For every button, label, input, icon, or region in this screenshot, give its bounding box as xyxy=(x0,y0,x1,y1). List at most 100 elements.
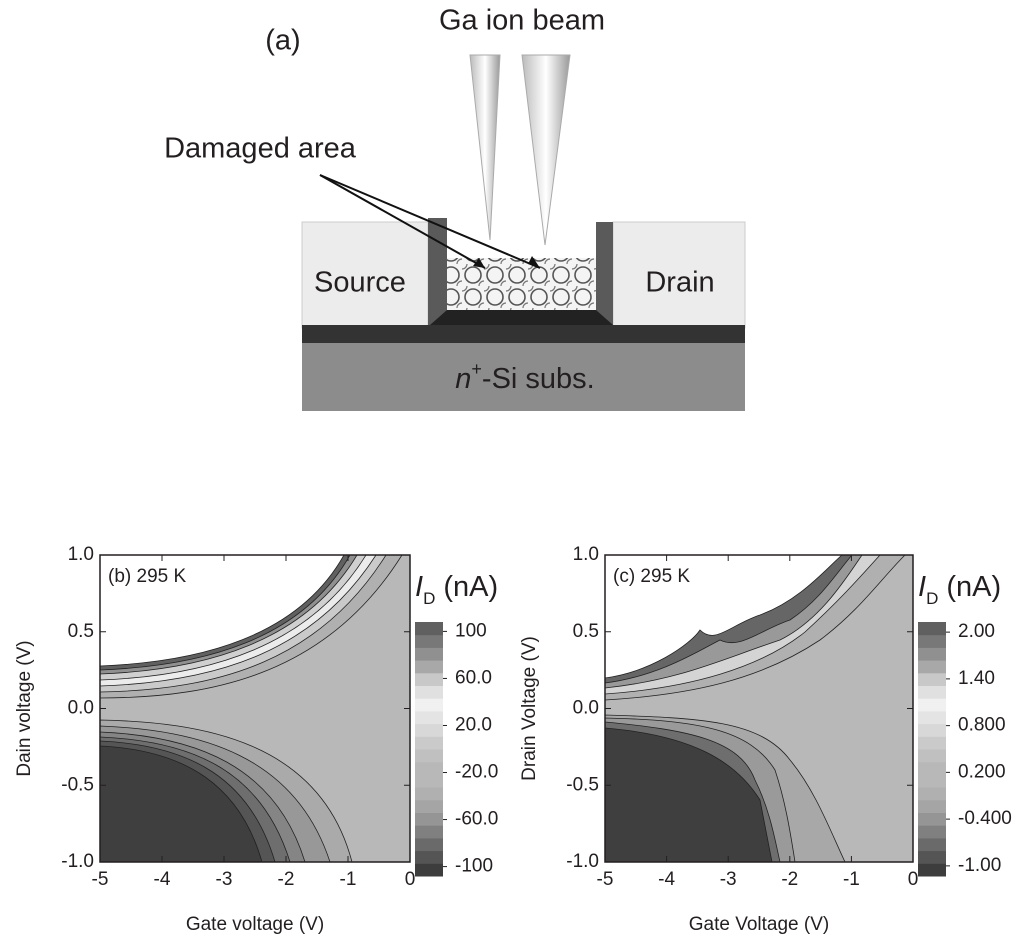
colorbar-band xyxy=(918,787,946,801)
colorbar-band xyxy=(415,837,443,852)
colorbar-tick-label: 1.40 xyxy=(958,668,995,689)
colorbar-band xyxy=(415,787,443,801)
colorbar-band xyxy=(918,634,946,648)
colorbar-band xyxy=(918,736,946,750)
colorbar-band xyxy=(415,850,443,864)
colorbar-symbol: I xyxy=(918,571,926,603)
colorbar-title: ID (nA) xyxy=(415,571,498,609)
x-tick-label: -5 xyxy=(92,869,109,890)
colorbar-tick-label: 0.200 xyxy=(958,761,1006,782)
beam-label: Ga ion beam xyxy=(439,5,605,37)
colorbar-band xyxy=(918,749,946,763)
y-axis-label: Drain Voltage (V) xyxy=(519,636,540,781)
x-axis-label: Gate voltage (V) xyxy=(186,914,324,935)
x-tick-label: -4 xyxy=(154,869,171,890)
colorbar-band xyxy=(415,825,443,839)
panel-label: (a) xyxy=(265,25,300,57)
x-axis-label: Gate Voltage (V) xyxy=(689,914,829,935)
x-tick-label: -1 xyxy=(843,869,860,890)
x-tick-label: -5 xyxy=(597,869,614,890)
colorbar-band xyxy=(415,774,443,788)
colorbar-tick-label: -1.00 xyxy=(958,855,1001,876)
colorbar-band xyxy=(918,837,946,852)
colorbar-band xyxy=(918,850,946,864)
colorbar-band xyxy=(918,723,946,737)
colorbar-tick-label: 60.0 xyxy=(455,667,492,688)
colorbar-band xyxy=(918,672,946,686)
x-tick-label: -4 xyxy=(658,869,675,890)
x-tick-label: -2 xyxy=(278,869,295,890)
colorbar-tick-label: 20.0 xyxy=(455,714,492,735)
colorbar-band xyxy=(918,825,946,839)
colorbar-unit: (nA) xyxy=(443,571,498,603)
colorbar-band xyxy=(918,863,946,877)
colorbar-band xyxy=(415,799,443,813)
y-axis-label: Dain voltage (V) xyxy=(14,640,35,776)
colorbar-band xyxy=(918,685,946,699)
colorbar-band xyxy=(415,723,443,737)
contour-fill xyxy=(605,555,913,862)
x-tick-label: -3 xyxy=(720,869,737,890)
y-tick-label: -0.5 xyxy=(61,774,94,795)
panel-label: (b) 295 K xyxy=(108,566,186,587)
colorbar-band xyxy=(415,812,443,826)
colorbar-unit: (nA) xyxy=(946,571,1001,603)
panel-label: (c) 295 K xyxy=(613,566,690,587)
colorbar-tick-label: -20.0 xyxy=(455,762,498,783)
colorbar-band xyxy=(918,698,946,712)
substrate-label: n+-Si subs. xyxy=(455,359,594,395)
x-tick-label: -3 xyxy=(216,869,233,890)
colorbar-title: ID (nA) xyxy=(918,571,1001,609)
y-tick-label: -1.0 xyxy=(61,851,94,872)
y-tick-label: 1.0 xyxy=(573,544,599,565)
drain-label: Drain xyxy=(645,267,714,299)
colorbar-tick-label: -60.0 xyxy=(455,809,498,830)
substrate-superscript: + xyxy=(471,359,482,379)
colorbar-band xyxy=(918,812,946,826)
colorbar-tick-label: 2.00 xyxy=(958,621,995,642)
colorbar-band xyxy=(415,647,443,661)
contour-fill xyxy=(100,555,410,862)
colorbar-tick-label: -100 xyxy=(455,856,493,877)
colorbar-band xyxy=(918,710,946,725)
colorbar-tick-label: 0.800 xyxy=(958,715,1006,736)
y-tick-label: 0.0 xyxy=(68,698,94,719)
y-tick-label: 1.0 xyxy=(68,544,94,565)
colorbar-tick-label: -0.400 xyxy=(958,808,1012,829)
colorbar-band xyxy=(918,761,946,775)
colorbar-band xyxy=(415,761,443,775)
colorbar-band xyxy=(415,672,443,686)
colorbar-subscript: D xyxy=(423,589,435,608)
x-tick-label: -1 xyxy=(340,869,357,890)
colorbar-band xyxy=(918,660,946,674)
substrate-symbol: n xyxy=(455,363,471,395)
colorbar-band xyxy=(918,774,946,788)
colorbar-symbol: I xyxy=(415,571,423,603)
colorbar-subscript: D xyxy=(926,589,938,608)
damage-label: Damaged area xyxy=(164,133,357,165)
colorbar-band xyxy=(415,634,443,648)
colorbar-band xyxy=(918,799,946,813)
y-tick-label: 0.5 xyxy=(573,621,599,642)
x-tick-label: -2 xyxy=(781,869,798,890)
colorbar-band xyxy=(415,660,443,674)
colorbar-band xyxy=(415,698,443,712)
x-tick-label: 0 xyxy=(405,869,416,890)
axes-layer: -5 -4 -3 -2 -1 0 -1.0 -0.5 0.0 0.5 1.0 (b) 295 K Gat… xyxy=(14,544,1012,935)
colorbar-tick-label: 100 xyxy=(455,620,487,641)
y-tick-label: 0.0 xyxy=(573,698,599,719)
substrate-text: -Si subs. xyxy=(482,363,595,395)
y-tick-label: -1.0 xyxy=(566,851,599,872)
y-tick-label: 0.5 xyxy=(68,621,94,642)
device-schematic: (a) Ga ion beam Damaged area Source Drai… xyxy=(164,5,746,411)
x-tick-label: 0 xyxy=(908,869,919,890)
source-label: Source xyxy=(314,267,406,299)
y-tick-label: -0.5 xyxy=(566,774,599,795)
colorbar-band xyxy=(918,647,946,661)
colorbar-band xyxy=(415,622,443,636)
colorbar-band xyxy=(918,622,946,636)
colorbar-band xyxy=(415,863,443,877)
colorbar-band xyxy=(415,710,443,725)
colorbar-band xyxy=(415,749,443,763)
